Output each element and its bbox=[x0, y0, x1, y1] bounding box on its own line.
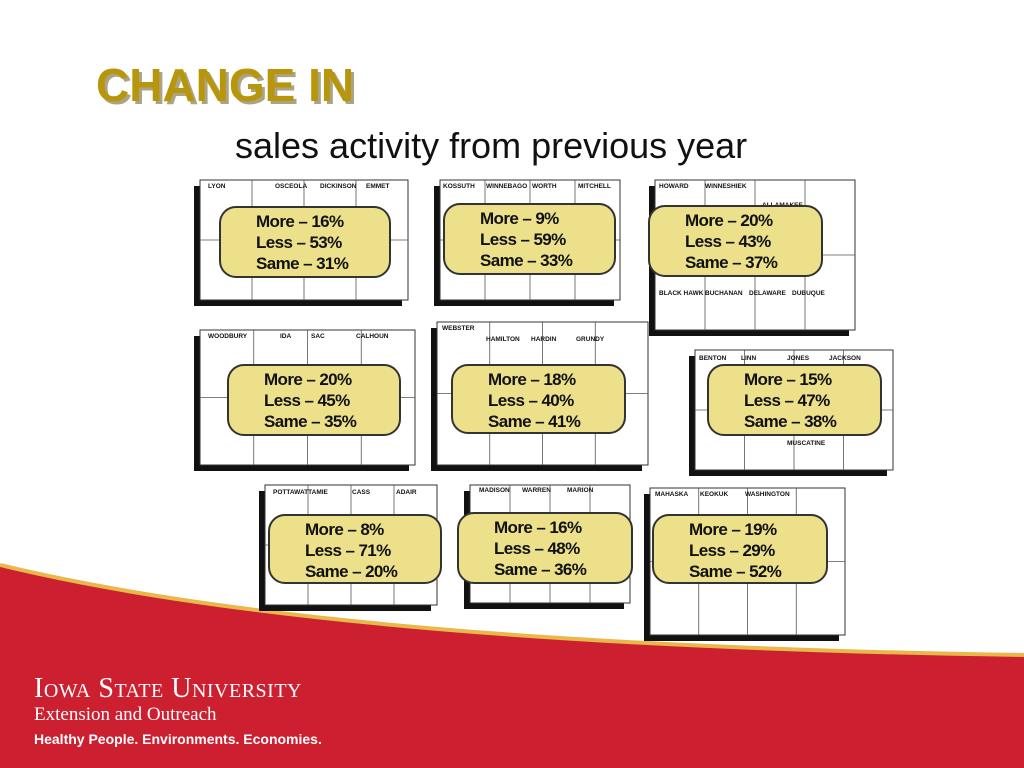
county-label: JONES bbox=[787, 355, 810, 362]
stat-line: Less – 47% bbox=[744, 391, 830, 410]
stat-line: Same – 31% bbox=[256, 254, 349, 273]
county-label: BENTON bbox=[699, 355, 727, 362]
stat-line: Less – 71% bbox=[305, 541, 391, 560]
county-label: GRUNDY bbox=[576, 336, 605, 343]
county-label: WARREN bbox=[522, 487, 551, 494]
stat-badge bbox=[443, 203, 616, 275]
region: KOSSUTH WINNEBAGO WORTH MITCHELL More – 9% Le… bbox=[434, 179, 621, 306]
stat-line: Less – 59% bbox=[480, 230, 566, 249]
county-label: POTTAWATTAMIE bbox=[273, 489, 329, 496]
stat-line: Same – 36% bbox=[494, 560, 587, 579]
county-label: EMMET bbox=[366, 183, 390, 190]
stat-line: Less – 29% bbox=[689, 541, 775, 560]
region: MAHASKA KEOKUK WASHINGTON More – 19% Less – … bbox=[644, 487, 846, 641]
county-label: WORTH bbox=[532, 183, 557, 190]
county-label: WINNEBAGO bbox=[486, 183, 527, 190]
county-label: IDA bbox=[280, 333, 292, 340]
county-label: HOWARD bbox=[659, 183, 689, 190]
county-label: MUSCATINE bbox=[787, 440, 826, 447]
region: WEBSTER HAMILTON HARDIN GRUNDY More – 18% Les… bbox=[431, 321, 649, 471]
stat-line: Same – 41% bbox=[488, 412, 581, 431]
title: CHANGE IN bbox=[96, 59, 354, 111]
footer-edge bbox=[0, 563, 1024, 657]
region: BENTON LINN JONES JACKSON MUSCATINE More – 15… bbox=[689, 349, 894, 476]
stat-badge bbox=[219, 206, 391, 278]
county-label: KOSSUTH bbox=[443, 183, 475, 190]
stat-badge bbox=[648, 205, 823, 277]
stat-line: More – 8% bbox=[305, 520, 384, 539]
stat-line: More – 16% bbox=[256, 212, 344, 231]
county-label: SAC bbox=[311, 333, 325, 340]
stat-badge bbox=[707, 364, 882, 436]
stat-line: Less – 48% bbox=[494, 539, 580, 558]
region: MADISON WARREN MARION More – 16% Less – 48% S… bbox=[457, 484, 633, 609]
county-label: BUCHANAN bbox=[705, 290, 743, 297]
county-label: HAMILTON bbox=[486, 336, 520, 343]
county-label: DELAWARE bbox=[749, 290, 787, 297]
stat-line: More – 18% bbox=[488, 370, 576, 389]
stat-line: Less – 45% bbox=[264, 391, 350, 410]
stat-line: Same – 52% bbox=[689, 562, 782, 581]
county-label: WASHINGTON bbox=[745, 491, 790, 498]
county-label: WINNESHIEK bbox=[705, 183, 747, 190]
county-label: HARDIN bbox=[531, 336, 557, 343]
county-label: JACKSON bbox=[829, 355, 861, 362]
stat-line: More – 15% bbox=[744, 370, 832, 389]
county-label: CALHOUN bbox=[356, 333, 389, 340]
university: Iowa State University bbox=[34, 673, 302, 704]
county-label: WOODBURY bbox=[208, 333, 248, 340]
county-label: LINN bbox=[741, 355, 756, 362]
county-label: WEBSTER bbox=[442, 325, 475, 332]
stat-line: Same – 38% bbox=[744, 412, 837, 431]
footer-band bbox=[0, 565, 1024, 768]
stat-line: More – 20% bbox=[685, 211, 773, 230]
county-label: CASS bbox=[352, 489, 371, 496]
county-label: BLACK HAWK bbox=[659, 290, 704, 297]
county-label: DICKINSON bbox=[320, 183, 357, 190]
maps: LYON OSCEOLA DICKINSON EMMET More – 16% Less … bbox=[194, 179, 894, 641]
region: HOWARDWINNESHIEKALLAMAKEEBLACK HAWKBUCHA… bbox=[648, 179, 856, 336]
stat-line: More – 20% bbox=[264, 370, 352, 389]
stat-line: More – 9% bbox=[480, 209, 559, 228]
stat-badge bbox=[451, 364, 626, 434]
stat-line: More – 16% bbox=[494, 518, 582, 537]
county-label: MAHASKA bbox=[655, 491, 689, 498]
county-label: LYON bbox=[208, 183, 226, 190]
unit: Extension and Outreach bbox=[34, 704, 217, 725]
stat-line: Less – 40% bbox=[488, 391, 574, 410]
stat-badge bbox=[652, 514, 828, 584]
title-shadow: CHANGE IN bbox=[99, 62, 357, 114]
county-label: MITCHELL bbox=[578, 183, 611, 190]
stat-badge bbox=[268, 514, 442, 584]
stat-line: Same – 37% bbox=[685, 253, 778, 272]
county-label: MARION bbox=[567, 487, 594, 494]
county-label: OSCEOLA bbox=[275, 183, 307, 190]
tagline: Healthy People. Environments. Economies. bbox=[34, 731, 322, 747]
county-label: DUBUQUE bbox=[792, 290, 826, 297]
stat-line: Less – 43% bbox=[685, 232, 771, 251]
stat-line: Less – 53% bbox=[256, 233, 342, 252]
county-label: KEOKUK bbox=[700, 491, 728, 498]
stat-badge bbox=[457, 512, 633, 584]
region: POTTAWATTAMIE CASS ADAIR More – 8% Less – 71… bbox=[259, 484, 442, 611]
subtitle: sales activity from previous year bbox=[235, 125, 747, 166]
county-label: MADISON bbox=[479, 487, 510, 494]
stat-line: Same – 20% bbox=[305, 562, 398, 581]
region: LYON OSCEOLA DICKINSON EMMET More – 16% Less … bbox=[194, 179, 409, 306]
stat-line: Same – 35% bbox=[264, 412, 357, 431]
stat-line: Same – 33% bbox=[480, 251, 573, 270]
county-label: ADAIR bbox=[396, 489, 417, 496]
stat-badge bbox=[227, 364, 401, 436]
stat-line: More – 19% bbox=[689, 520, 777, 539]
region: WOODBURY IDA SAC CALHOUN More – 20% Less – 45… bbox=[194, 329, 416, 471]
